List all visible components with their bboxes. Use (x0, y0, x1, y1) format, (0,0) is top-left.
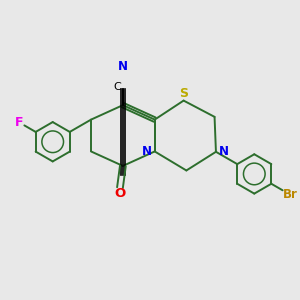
Text: F: F (15, 116, 23, 129)
Text: Br: Br (283, 188, 298, 201)
Text: S: S (179, 87, 188, 100)
Text: N: N (142, 145, 152, 158)
Text: C: C (114, 82, 122, 92)
Text: N: N (219, 145, 229, 158)
Text: O: O (114, 188, 126, 200)
Text: N: N (118, 60, 128, 73)
